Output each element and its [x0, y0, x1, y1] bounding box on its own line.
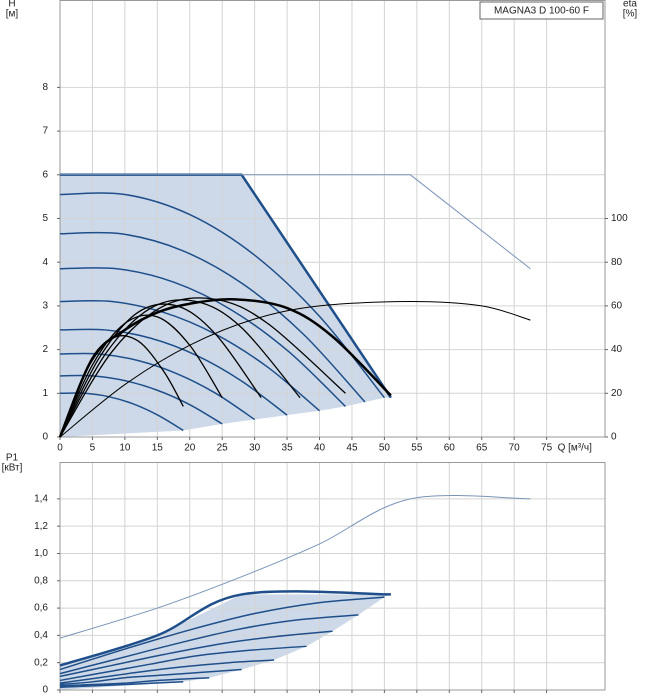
y2-tick-label: 40: [611, 344, 623, 355]
y-tick-label: 1,4: [34, 494, 48, 505]
curve: [59, 676, 210, 687]
y-tick-label: 0,4: [34, 630, 48, 641]
x-tick-label: 15: [152, 443, 164, 454]
plot: 0 0,2 0,4 0,6 0,8 1,0 1,2 1,4 P1[кВт]: [2, 453, 606, 696]
y2-tick-label: 100: [611, 213, 628, 224]
x-tick-label: 55: [411, 443, 423, 454]
curve: [59, 495, 531, 639]
curve: [59, 590, 391, 667]
curve: [59, 630, 333, 678]
y-axis-label: [м]: [6, 9, 19, 20]
y-tick-label: 1: [42, 388, 48, 399]
curve: [59, 668, 242, 686]
x-tick-label: 50: [379, 443, 391, 454]
y2-tick-label: 60: [611, 301, 623, 312]
y-tick-label: 3: [42, 301, 48, 312]
curve: [59, 299, 301, 438]
x-tick-label: 65: [476, 443, 488, 454]
chart-title: MAGNA3 D 100-60 F: [494, 6, 589, 17]
x-tick-label: 40: [314, 443, 326, 454]
curve: [59, 614, 359, 675]
curve: [59, 659, 275, 684]
title-box: [479, 1, 604, 20]
curve: [59, 301, 531, 438]
y-tick-label: 6: [42, 169, 48, 180]
y2-tick-label: 0: [611, 432, 617, 443]
y-tick-label: 0: [42, 685, 48, 696]
y2-tick-label: 80: [611, 257, 623, 268]
x-tick-label: 45: [346, 443, 358, 454]
x-axis-label: Q [м³/ч]: [558, 443, 593, 454]
curve: [59, 192, 385, 399]
x-tick-label: 60: [444, 443, 456, 454]
y-axis-label: [кВт]: [2, 463, 23, 474]
x-tick-label: 30: [249, 443, 261, 454]
plot: 0 5 10 15 20 25 30 35 40 45 50 55 60 65 70 750123456780…: [6, 0, 638, 454]
y-tick-label: 0,2: [34, 657, 48, 668]
y-tick-label: 7: [42, 126, 48, 137]
y-tick-label: 0,8: [34, 575, 48, 586]
curve: [59, 596, 385, 671]
y-tick-label: 0,6: [34, 603, 48, 614]
x-tick-label: 20: [184, 443, 196, 454]
curve: [59, 299, 321, 412]
y-axis-label: P1: [6, 453, 19, 464]
y-tick-label: 5: [42, 213, 48, 224]
curve: [59, 681, 184, 689]
y-tick-label: 1,0: [34, 548, 48, 559]
curve: [59, 328, 288, 416]
x-tick-label: 70: [509, 443, 521, 454]
curve: [59, 231, 366, 403]
x-tick-label: 75: [541, 443, 553, 454]
curve: [60, 174, 531, 270]
curve: [59, 645, 307, 682]
y-tick-label: 2: [42, 344, 48, 355]
y2-axis-label: [%]: [623, 9, 638, 20]
curve: [58, 297, 392, 438]
x-tick-label: 5: [90, 443, 96, 454]
x-tick-label: 35: [282, 443, 294, 454]
y2-tick-label: 20: [611, 388, 623, 399]
y-tick-label: 0: [42, 432, 48, 443]
x-tick-label: 10: [119, 443, 131, 454]
curve: [59, 303, 262, 438]
y-axis-label: H: [8, 0, 15, 10]
plot-frame: [59, 462, 606, 691]
curve: [59, 335, 184, 438]
y-tick-label: 1,2: [34, 521, 48, 532]
y-tick-label: 8: [42, 82, 48, 93]
curve: [59, 297, 346, 438]
y-tick-label: 4: [42, 257, 48, 268]
x-tick-label: 25: [217, 443, 229, 454]
x-tick-label: 0: [57, 443, 63, 454]
y2-axis-label: eta: [623, 0, 637, 10]
